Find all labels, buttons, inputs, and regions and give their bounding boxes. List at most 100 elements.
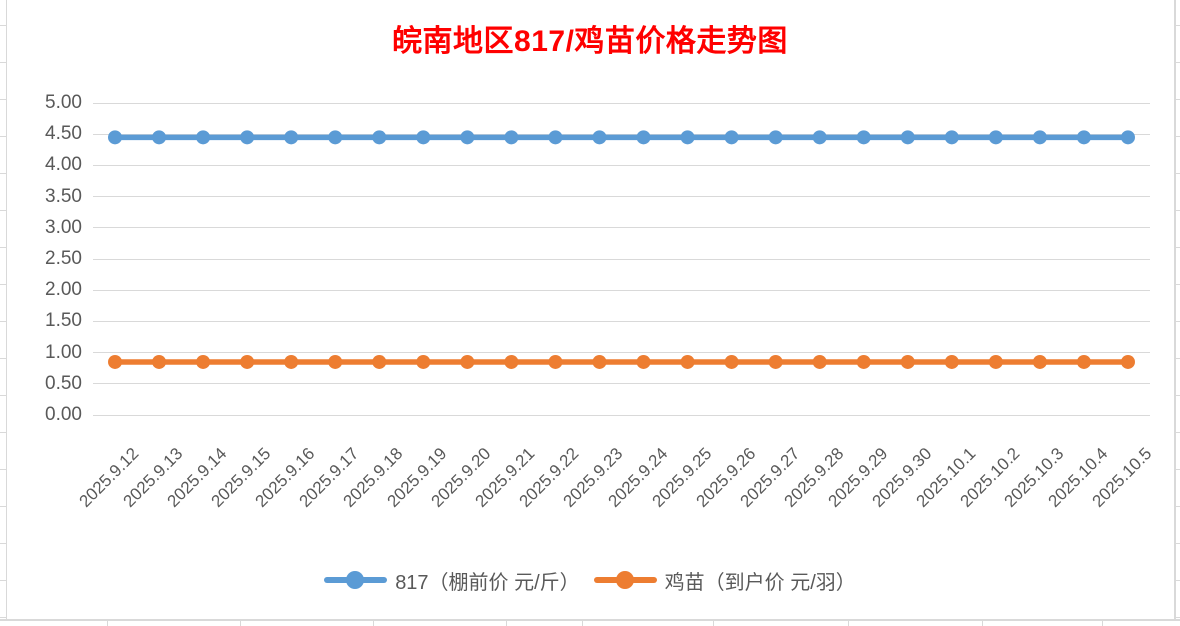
worksheet-row-tick [1176, 358, 1180, 359]
gridline [93, 320, 1150, 322]
gridline [93, 133, 1150, 135]
data-point-marker [240, 354, 255, 369]
worksheet-column-tick [1102, 621, 1103, 626]
chart-title: 皖南地区817/鸡苗价格走势图 [392, 25, 788, 58]
data-point-marker [724, 130, 739, 145]
worksheet-row-tick [0, 247, 6, 248]
y-axis-tick-label: 4.50 [45, 123, 82, 145]
data-point-marker [900, 354, 915, 369]
data-point-marker [636, 130, 651, 145]
data-point-marker [724, 354, 739, 369]
data-point-marker [460, 354, 475, 369]
worksheet-row-tick [0, 173, 6, 174]
gridline [93, 258, 1150, 260]
worksheet-column-tick [982, 621, 983, 626]
chart-legend: 817（棚前价 元/斤） 鸡苗（到户价 元/羽） [0, 560, 1180, 600]
gridline [93, 352, 1150, 354]
worksheet-row-tick [0, 580, 6, 581]
data-point-marker [900, 130, 915, 145]
worksheet-row-tick [1176, 617, 1180, 618]
worksheet-row-tick [0, 617, 6, 618]
worksheet-column-tick [373, 621, 374, 626]
worksheet-row-tick [1176, 543, 1180, 544]
y-axis-tick-label: 3.00 [45, 216, 82, 238]
legend-marker-icon [593, 570, 657, 590]
worksheet-row-tick [1176, 247, 1180, 248]
worksheet-row-tick [1176, 580, 1180, 581]
worksheet-row-tick [0, 321, 6, 322]
legend-item-1[interactable]: 鸡苗（到户价 元/羽） [593, 566, 856, 595]
chart-border-left [6, 0, 7, 620]
data-point-marker [768, 354, 783, 369]
data-point-marker [1076, 354, 1091, 369]
worksheet-row-tick [1176, 62, 1180, 63]
worksheet-column-tick [240, 621, 241, 626]
worksheet-column-tick [107, 621, 108, 626]
gridline [93, 414, 1150, 416]
data-point-marker [328, 130, 343, 145]
legend-item-0[interactable]: 817（棚前价 元/斤） [324, 566, 580, 595]
data-point-marker [460, 130, 475, 145]
gridline [93, 196, 1150, 198]
worksheet-row-tick [0, 25, 6, 26]
worksheet-row-tick [0, 358, 6, 359]
legend-label: 817（棚前价 元/斤） [395, 571, 580, 594]
y-axis-tick-label: 2.50 [45, 248, 82, 269]
worksheet-row-tick [1176, 284, 1180, 285]
worksheet-row-tick [1176, 395, 1180, 396]
y-axis-tick-label: 0.50 [45, 372, 82, 394]
data-point-marker [592, 354, 607, 369]
data-point-marker [988, 130, 1003, 145]
data-point-marker [768, 130, 783, 145]
data-point-marker [1032, 130, 1047, 145]
gridline [93, 227, 1150, 229]
worksheet-row-tick [0, 506, 6, 507]
data-point-marker [856, 354, 871, 369]
data-point-marker [636, 354, 651, 369]
legend-label: 鸡苗（到户价 元/羽） [664, 571, 856, 594]
data-point-marker [680, 354, 695, 369]
data-point-marker [196, 354, 211, 369]
worksheet-row-tick [0, 432, 6, 433]
legend-dot [346, 571, 365, 589]
data-point-marker [108, 354, 123, 369]
data-point-marker [680, 130, 695, 145]
worksheet-row-tick [1176, 321, 1180, 322]
data-point-marker [1076, 130, 1091, 145]
gridline [93, 102, 1150, 104]
data-point-marker [372, 130, 387, 145]
legend-dot [615, 571, 634, 589]
worksheet-row-tick [1176, 506, 1180, 507]
data-point-marker [1032, 354, 1047, 369]
data-point-marker [988, 354, 1003, 369]
data-point-marker [856, 130, 871, 145]
worksheet-row-tick [0, 62, 6, 63]
data-point-marker [416, 130, 431, 145]
worksheet-row-tick [1176, 469, 1180, 470]
worksheet-row-tick [0, 395, 6, 396]
worksheet-row-tick [0, 99, 6, 100]
y-axis-tick-label: 2.00 [45, 279, 82, 301]
y-axis-tick-label: 3.50 [45, 185, 82, 207]
data-point-marker [944, 130, 959, 145]
legend-marker-icon [324, 570, 388, 590]
data-point-marker [196, 130, 211, 145]
data-point-marker [152, 130, 167, 145]
data-point-marker [812, 354, 827, 369]
y-axis-tick-label: 5.00 [45, 92, 82, 113]
data-point-marker [548, 354, 563, 369]
worksheet-column-tick [713, 621, 714, 626]
chart-border-right [1174, 0, 1176, 620]
worksheet-row-tick [0, 469, 6, 470]
y-axis-tick-label: 1.00 [45, 341, 82, 363]
y-axis-tick-label: 0.00 [45, 404, 82, 425]
data-point-marker [152, 354, 167, 369]
data-point-marker [240, 130, 255, 145]
y-axis-tick-label: 1.50 [45, 310, 82, 332]
worksheet-row-tick [1176, 210, 1180, 211]
gridline [93, 383, 1150, 385]
data-point-marker [328, 354, 343, 369]
worksheet-row-tick [1176, 99, 1180, 100]
